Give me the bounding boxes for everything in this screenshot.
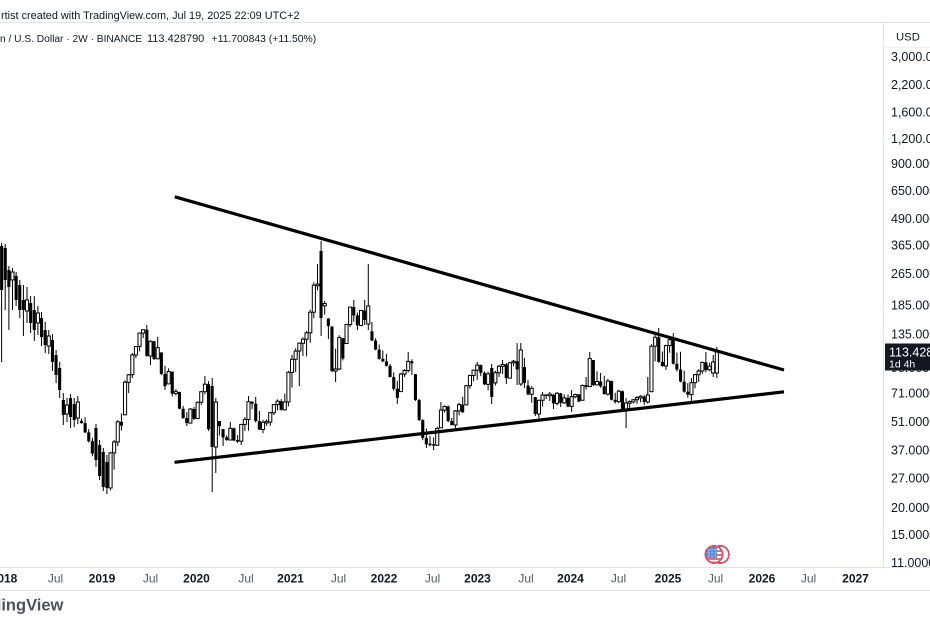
svg-text:1,200.00: 1,200.00: [891, 132, 930, 146]
svg-text:Jul: Jul: [48, 572, 63, 586]
svg-text:2022: 2022: [371, 572, 398, 586]
svg-text:rtist created with TradingView: rtist created with TradingView.com, Jul …: [1, 10, 300, 22]
svg-text:2,200.00: 2,200.00: [891, 78, 930, 92]
svg-text:USD: USD: [896, 32, 920, 44]
svg-text:Jul: Jul: [801, 572, 816, 586]
svg-text:71.0000: 71.0000: [891, 387, 930, 401]
svg-text:650.0000: 650.0000: [891, 184, 930, 198]
svg-text:37.0000: 37.0000: [891, 444, 930, 458]
svg-text:2025: 2025: [655, 572, 682, 586]
svg-text:Jul: Jul: [611, 572, 626, 586]
svg-text:2019: 2019: [89, 572, 116, 586]
svg-text:2027: 2027: [842, 572, 869, 586]
svg-text:11.0000: 11.0000: [891, 556, 930, 570]
svg-text:Jul: Jul: [143, 572, 158, 586]
svg-text:2018: 2018: [0, 572, 18, 586]
svg-text:185.0000: 185.0000: [891, 299, 930, 313]
svg-text:2024: 2024: [557, 572, 584, 586]
svg-text:113.428790: 113.428790: [147, 33, 204, 45]
svg-text:113.428: 113.428: [889, 346, 930, 360]
svg-text:Jul: Jul: [708, 572, 723, 586]
svg-text:2020: 2020: [183, 572, 210, 586]
svg-text:TradingView: TradingView: [0, 597, 64, 615]
svg-text:265.0000: 265.0000: [891, 267, 930, 281]
svg-text:51.0000: 51.0000: [891, 415, 930, 429]
svg-text:1d 4h: 1d 4h: [889, 359, 915, 371]
svg-text:Jul: Jul: [425, 572, 440, 586]
svg-text:2021: 2021: [277, 572, 304, 586]
svg-text:Jul: Jul: [331, 572, 346, 586]
svg-text:n / U.S. Dollar · 2W · BINANCE: n / U.S. Dollar · 2W · BINANCE: [0, 34, 142, 45]
svg-text:Jul: Jul: [238, 572, 253, 586]
svg-text:490.0000: 490.0000: [891, 212, 930, 226]
svg-text:135.0000: 135.0000: [891, 328, 930, 342]
svg-text:+11.700843 (+11.50%): +11.700843 (+11.50%): [212, 34, 317, 45]
svg-text:900.0000: 900.0000: [891, 157, 930, 171]
svg-text:20.0000: 20.0000: [891, 501, 930, 515]
svg-text:Jul: Jul: [518, 572, 533, 586]
svg-text:27.0000: 27.0000: [891, 472, 930, 486]
svg-text:2023: 2023: [464, 572, 491, 586]
svg-text:15.0000: 15.0000: [891, 528, 930, 542]
svg-text:2026: 2026: [749, 572, 776, 586]
svg-text:3,000.00: 3,000.00: [891, 50, 930, 64]
svg-text:365.0000: 365.0000: [891, 239, 930, 253]
svg-text:1,600.00: 1,600.00: [891, 106, 930, 120]
